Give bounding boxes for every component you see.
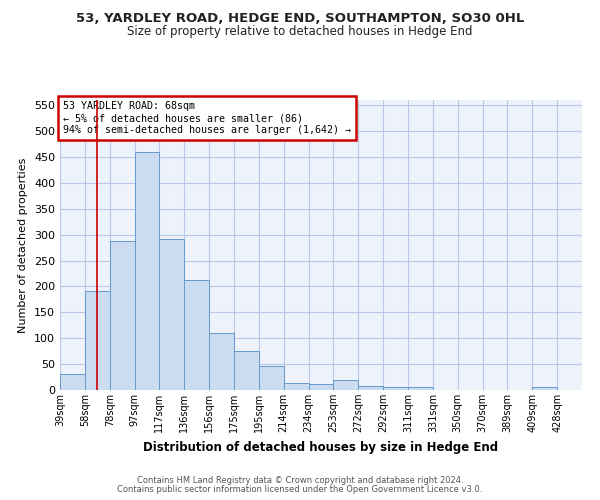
Bar	[110, 242, 134, 390]
Bar	[160, 240, 184, 390]
Bar	[184, 280, 209, 390]
Bar	[532, 388, 557, 390]
Text: Contains public sector information licensed under the Open Government Licence v3: Contains public sector information licen…	[118, 485, 482, 494]
Y-axis label: Number of detached properties: Number of detached properties	[19, 158, 28, 332]
Bar	[209, 333, 234, 390]
Bar	[408, 387, 433, 390]
Text: 53, YARDLEY ROAD, HEDGE END, SOUTHAMPTON, SO30 0HL: 53, YARDLEY ROAD, HEDGE END, SOUTHAMPTON…	[76, 12, 524, 26]
Text: Size of property relative to detached houses in Hedge End: Size of property relative to detached ho…	[127, 25, 473, 38]
Bar	[334, 380, 358, 390]
Bar	[383, 388, 408, 390]
Bar	[308, 384, 334, 390]
Bar	[284, 384, 308, 390]
Bar	[85, 291, 110, 390]
Text: Contains HM Land Registry data © Crown copyright and database right 2024.: Contains HM Land Registry data © Crown c…	[137, 476, 463, 485]
Bar	[234, 351, 259, 390]
X-axis label: Distribution of detached houses by size in Hedge End: Distribution of detached houses by size …	[143, 440, 499, 454]
Bar	[134, 152, 160, 390]
Bar	[60, 374, 85, 390]
Bar	[259, 366, 284, 390]
Bar	[358, 386, 383, 390]
Text: 53 YARDLEY ROAD: 68sqm
← 5% of detached houses are smaller (86)
94% of semi-deta: 53 YARDLEY ROAD: 68sqm ← 5% of detached …	[62, 102, 350, 134]
